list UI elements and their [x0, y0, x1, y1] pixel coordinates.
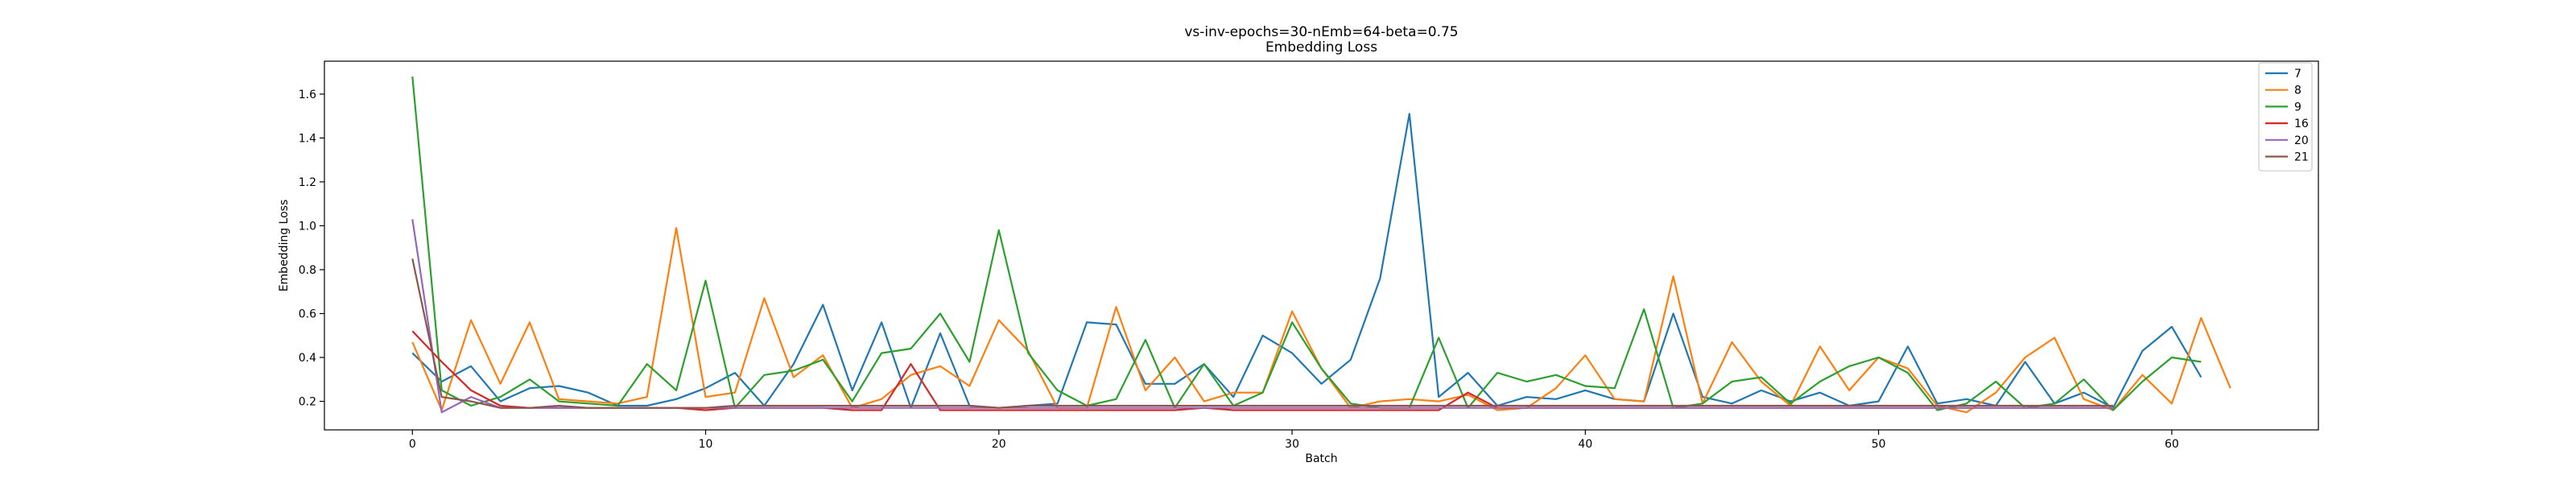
x-tick-label: 30 — [1285, 438, 1299, 451]
x-tick-label: 20 — [992, 438, 1006, 451]
chart-title: vs-inv-epochs=30-nEmb=64-beta=0.75 — [1184, 24, 1458, 40]
x-tick-label: 10 — [699, 438, 713, 451]
legend-label-7: 7 — [2294, 68, 2301, 80]
x-axis-label: Batch — [1305, 452, 1337, 465]
series-line-21 — [411, 258, 2113, 409]
series-line-7 — [411, 113, 2202, 409]
x-tick-label: 40 — [1578, 438, 1592, 451]
legend-label-9: 9 — [2294, 101, 2301, 114]
y-axis-label: Embedding Loss — [278, 200, 291, 292]
y-tick-label: 0.6 — [299, 308, 316, 321]
legend: 7 8 9 16 20 21 — [2258, 62, 2313, 171]
plot-area-frame — [324, 60, 2319, 431]
chart-subtitle: Embedding Loss — [1265, 39, 1377, 56]
x-tick-label: 60 — [2165, 438, 2179, 451]
legend-label-20: 20 — [2294, 134, 2309, 147]
legend-label-16: 16 — [2294, 118, 2309, 130]
y-tick-label: 1.0 — [299, 220, 316, 233]
series-line-9 — [411, 76, 2202, 411]
y-tick-label: 1.6 — [299, 89, 316, 101]
y-tick-label: 1.2 — [299, 176, 316, 189]
series-line-16 — [411, 330, 2113, 411]
y-tick-label: 0.8 — [299, 264, 316, 277]
legend-label-21: 21 — [2294, 151, 2309, 164]
y-tick-label: 0.4 — [299, 352, 316, 365]
legend-label-8: 8 — [2294, 85, 2301, 97]
y-tick-label: 0.2 — [299, 396, 316, 409]
x-tick-label: 0 — [409, 438, 416, 451]
y-tick-label: 1.4 — [299, 132, 316, 145]
x-tick-label: 50 — [1872, 438, 1886, 451]
